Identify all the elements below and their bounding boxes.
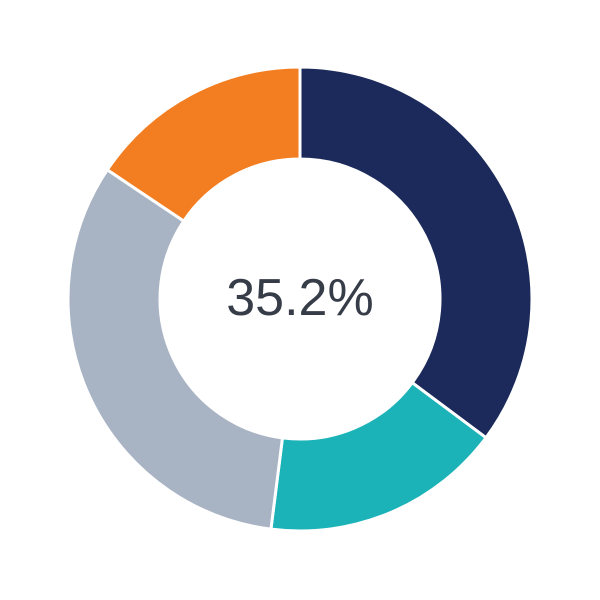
center-label: 35.2% [226,269,374,327]
donut-slice-4 [105,65,302,224]
donut-slice-3 [66,167,285,531]
donut-slice-2 [269,380,489,533]
donut-slice-1 [298,65,534,440]
